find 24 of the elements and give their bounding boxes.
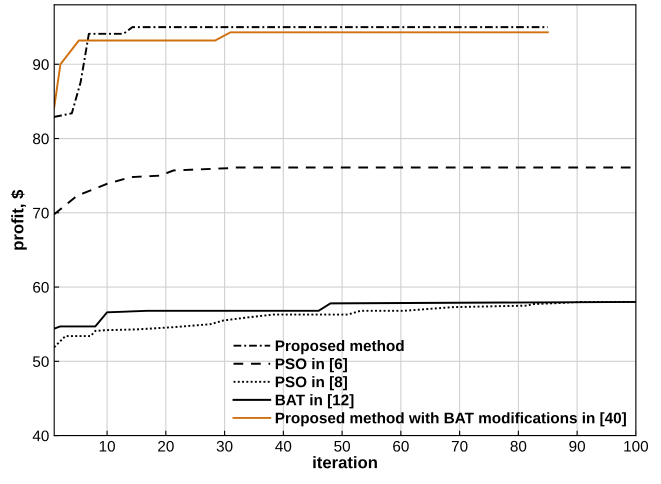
y-tick-label: 70 bbox=[33, 208, 49, 218]
x-tick-label: 30 bbox=[216, 440, 232, 452]
legend-label: BAT in [12] bbox=[276, 394, 354, 408]
x-tick-label: 40 bbox=[275, 440, 292, 452]
y-tick-label: 40 bbox=[32, 430, 49, 442]
x-tick-label: 100 bbox=[624, 440, 648, 452]
y-tick-label: 80 bbox=[33, 133, 49, 144]
x-tick-label: 60 bbox=[393, 440, 409, 452]
line-series bbox=[54, 31, 549, 108]
y-tick-label: 90 bbox=[33, 59, 49, 70]
x-tick-label: 50 bbox=[334, 440, 350, 452]
legend-label: Proposed method with BAT modifications in [40] bbox=[276, 412, 626, 426]
y-tick-label: 60 bbox=[33, 282, 49, 293]
legend-label: Proposed method bbox=[276, 340, 404, 354]
x-tick-label: 20 bbox=[158, 440, 174, 452]
x-tick-label: 70 bbox=[452, 440, 468, 452]
x-tick-label: 80 bbox=[510, 440, 526, 452]
legend-label: PSO in [8] bbox=[276, 376, 347, 390]
legend-label: PSO in [6] bbox=[276, 358, 347, 372]
x-axis-title: iteration bbox=[313, 456, 377, 468]
x-tick-label: 90 bbox=[569, 440, 586, 452]
y-tick-label: 50 bbox=[32, 356, 49, 368]
y-axis-title: profit, $ bbox=[10, 190, 27, 250]
x-tick-label: 10 bbox=[100, 440, 115, 452]
